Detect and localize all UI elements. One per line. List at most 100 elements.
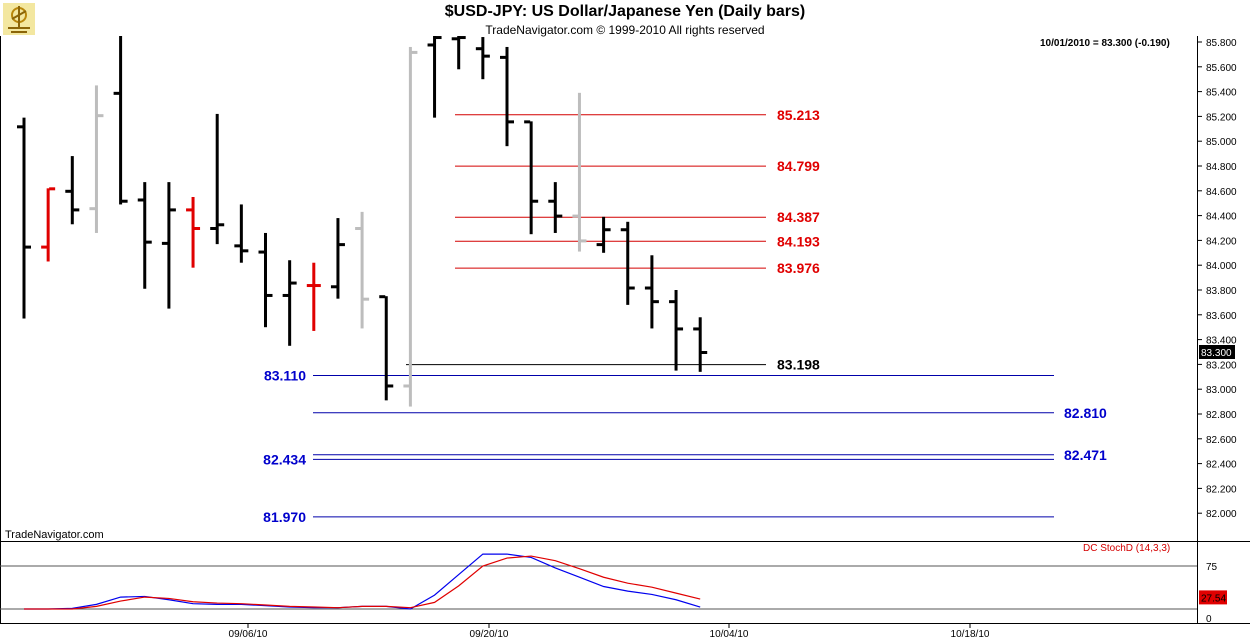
bar-range <box>577 92 581 252</box>
price-bar[interactable] <box>500 46 514 147</box>
bar-close-tick <box>169 208 176 212</box>
price-bar[interactable] <box>644 255 659 329</box>
bar-open-tick <box>330 285 337 289</box>
bar-close-tick <box>459 36 466 40</box>
bar-open-tick <box>65 189 72 193</box>
bar-open-tick <box>451 37 458 41</box>
price-bar[interactable] <box>17 117 31 319</box>
bar-range <box>70 156 74 225</box>
price-bar[interactable] <box>379 295 394 401</box>
stoch-value-label: 27.54 <box>1201 593 1226 604</box>
bar-close-tick <box>290 281 297 285</box>
bar-open-tick <box>596 243 603 247</box>
bar-range <box>626 221 630 305</box>
price-tick-label: 85.400 <box>1206 88 1237 99</box>
price-bar[interactable] <box>572 92 587 252</box>
date-tick-label: 10/18/10 <box>951 629 990 640</box>
stoch-d-line[interactable] <box>24 555 701 610</box>
bar-open-tick <box>620 228 627 232</box>
price-bar[interactable] <box>596 216 611 253</box>
bar-range <box>288 260 292 346</box>
level-label: 84.387 <box>777 209 820 225</box>
bar-close-tick <box>677 327 684 331</box>
price-bar[interactable] <box>137 182 152 289</box>
bar-open-tick <box>306 284 313 288</box>
price-tick-label: 85.800 <box>1206 38 1237 49</box>
bar-range <box>481 37 485 80</box>
bar-close-tick <box>314 284 321 288</box>
bar-close-tick <box>701 351 708 354</box>
price-tick-label: 84.600 <box>1206 187 1237 198</box>
bar-close-tick <box>604 228 611 232</box>
stoch-value-badge <box>1199 590 1227 605</box>
watermark: TradeNavigator.com <box>5 529 104 541</box>
bar-close-tick <box>25 245 31 249</box>
price-bar[interactable] <box>89 85 104 233</box>
price-tick-label: 83.600 <box>1206 311 1237 322</box>
price-tick-label: 82.200 <box>1206 484 1237 495</box>
price-bar[interactable] <box>355 211 370 329</box>
bar-close-tick <box>387 384 394 388</box>
bar-close-tick <box>218 223 225 227</box>
price-bar[interactable] <box>161 182 176 309</box>
bar-range <box>264 232 267 328</box>
level-label: 82.434 <box>263 451 306 467</box>
bar-open-tick <box>379 295 386 299</box>
level-label: 82.471 <box>1064 447 1107 463</box>
date-tick-label: 09/20/10 <box>470 629 509 640</box>
bar-close-tick <box>435 36 442 40</box>
bar-range <box>239 204 243 263</box>
stoch-tick-label: 0 <box>1206 614 1212 625</box>
price-tick-label: 84.200 <box>1206 236 1237 247</box>
price-bar[interactable] <box>330 218 345 299</box>
level-label: 85.213 <box>777 107 820 123</box>
price-bar[interactable] <box>210 113 225 245</box>
bar-range <box>505 46 509 147</box>
bar-open-tick <box>41 245 48 249</box>
bar-range <box>602 216 606 253</box>
price-bar[interactable] <box>306 262 321 331</box>
price-bar[interactable] <box>620 221 635 305</box>
bar-range <box>336 218 340 299</box>
price-bar[interactable] <box>186 197 201 268</box>
price-bar[interactable] <box>403 46 418 407</box>
level-label: 83.198 <box>777 357 820 373</box>
price-bar[interactable] <box>693 317 708 372</box>
price-bar[interactable] <box>258 232 273 328</box>
price-bar[interactable] <box>113 36 128 205</box>
price-bar[interactable] <box>282 260 297 346</box>
bar-open-tick <box>669 300 676 304</box>
price-bar[interactable] <box>41 187 56 262</box>
level-label: 84.799 <box>777 158 820 174</box>
price-tick-label: 83.200 <box>1206 360 1237 371</box>
bar-range <box>167 182 171 309</box>
price-bar[interactable] <box>475 37 490 80</box>
bar-open-tick <box>427 43 434 47</box>
price-tick-label: 84.800 <box>1206 162 1237 173</box>
price-readout: 10/01/2010 = 83.300 (-0.190) <box>1040 38 1170 49</box>
bar-open-tick <box>403 384 410 388</box>
level-label: 83.110 <box>264 368 306 384</box>
bar-range <box>433 36 437 118</box>
price-bar[interactable] <box>65 156 80 225</box>
bar-open-tick <box>137 198 144 202</box>
bar-open-tick <box>693 327 700 331</box>
bar-open-tick <box>355 227 362 230</box>
price-bar[interactable] <box>548 182 563 233</box>
bar-close-tick <box>194 227 201 230</box>
price-tick-label: 83.400 <box>1206 336 1237 347</box>
price-bar[interactable] <box>669 290 684 371</box>
bar-range <box>698 317 702 372</box>
bar-close-tick <box>242 249 249 253</box>
bar-open-tick <box>210 227 217 230</box>
price-tick-label: 83.800 <box>1206 286 1237 297</box>
price-bar[interactable] <box>427 36 442 118</box>
bar-open-tick <box>524 120 531 124</box>
bar-open-tick <box>475 47 482 51</box>
price-bar[interactable] <box>234 204 249 263</box>
price-bar[interactable] <box>451 36 466 70</box>
price-bar[interactable] <box>524 120 539 235</box>
bar-close-tick <box>628 286 635 290</box>
bar-range <box>191 197 195 268</box>
